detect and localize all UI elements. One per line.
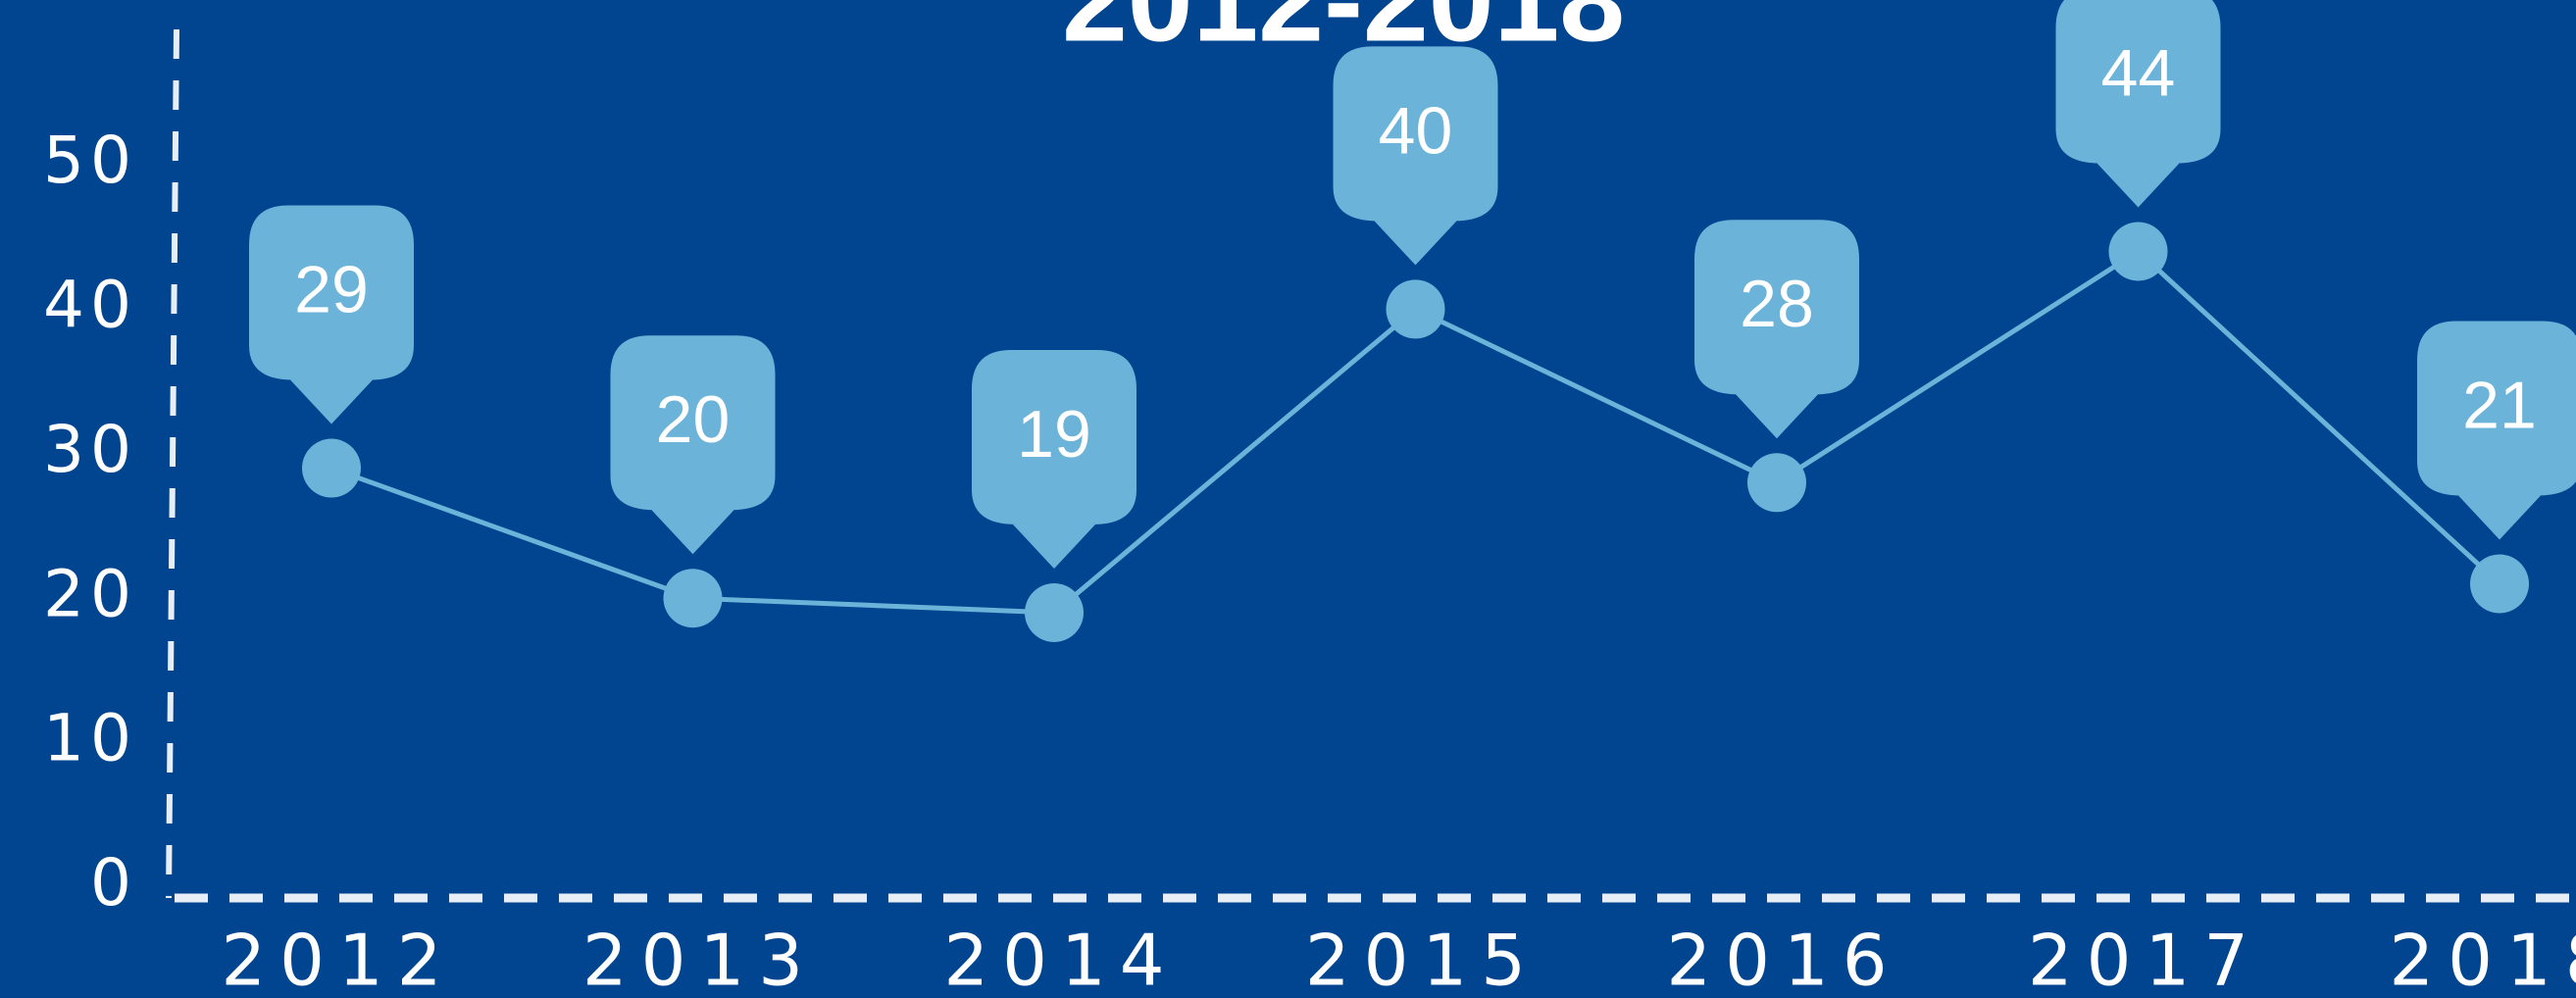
x-tick-label: 2016 xyxy=(1666,920,1900,998)
marker xyxy=(1025,582,1084,642)
data-label: 19 xyxy=(1017,397,1091,472)
data-label: 40 xyxy=(1379,93,1453,168)
callout xyxy=(1333,46,1498,266)
marker xyxy=(2470,554,2529,614)
callout xyxy=(2055,0,2221,208)
chart-title: 2012-2018 xyxy=(1062,0,1625,67)
x-tick-label: 2014 xyxy=(943,920,1178,998)
y-tick-label: 10 xyxy=(43,701,137,776)
marker xyxy=(2108,222,2168,281)
y-tick-label: 50 xyxy=(43,123,137,198)
data-label: 20 xyxy=(656,382,731,457)
x-tick-label: 2012 xyxy=(221,920,455,998)
marker xyxy=(663,569,723,628)
callout xyxy=(249,205,414,424)
data-label: 44 xyxy=(2101,35,2176,110)
data-label: 21 xyxy=(2462,368,2537,442)
y-tick-label: 0 xyxy=(90,845,137,921)
marker xyxy=(1747,453,1806,513)
y-axis xyxy=(166,28,179,899)
marker xyxy=(1386,279,1445,339)
marker xyxy=(302,438,361,498)
y-tick-label: 40 xyxy=(43,267,137,342)
x-tick-label: 2017 xyxy=(2028,920,2262,998)
y-tick-label: 20 xyxy=(43,556,137,631)
y-tick-label: 30 xyxy=(43,412,137,487)
x-tick-label: 2015 xyxy=(1305,920,1540,998)
callout xyxy=(972,349,1136,569)
callout xyxy=(1694,220,1859,439)
data-label: 28 xyxy=(1740,267,1814,341)
x-tick-label: 2018 xyxy=(2389,920,2576,998)
data-label: 29 xyxy=(294,253,369,327)
callout xyxy=(610,335,776,555)
x-tick-label: 2013 xyxy=(582,920,817,998)
callout xyxy=(2417,321,2576,540)
